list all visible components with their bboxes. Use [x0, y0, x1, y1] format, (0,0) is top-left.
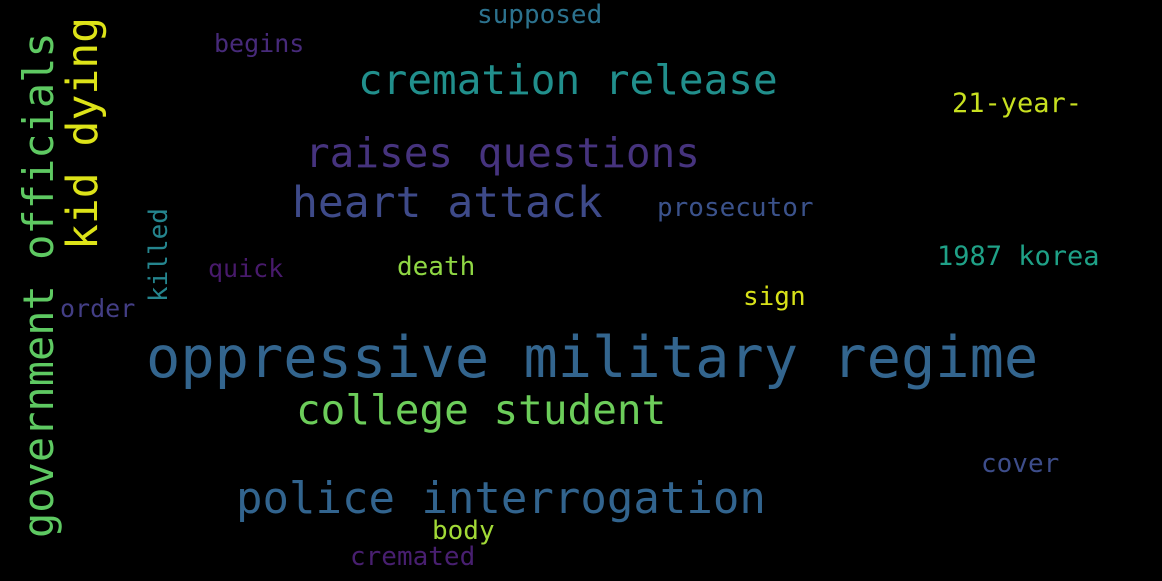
word-sign: sign	[743, 282, 806, 312]
word-police-interrogation: police interrogation	[236, 473, 766, 524]
word-cover: cover	[981, 449, 1060, 479]
word-raises-questions: raises questions	[305, 129, 700, 177]
word-government-officials: government officials	[14, 32, 63, 538]
word-college-student: college student	[296, 386, 667, 434]
word-kid-dying: kid dying	[58, 17, 108, 250]
word-oppressive-military-regime: oppressive military regime	[146, 325, 1039, 391]
word-supposed: supposed	[477, 0, 603, 30]
word-prosecutor: prosecutor	[657, 193, 814, 223]
word-21-year: 21-year-	[952, 88, 1083, 119]
word-death: death	[397, 252, 476, 282]
word-quick: quick	[208, 254, 284, 283]
word-begins: begins	[214, 29, 305, 58]
word-body: body	[432, 516, 495, 546]
word-killed: killed	[144, 208, 174, 302]
word-heart-attack: heart attack	[292, 178, 603, 228]
word-cremation-release: cremation release	[358, 56, 778, 104]
word-1987-korea: 1987 korea	[937, 241, 1100, 272]
word-cremated: cremated	[350, 542, 476, 572]
word-order: order	[60, 294, 136, 323]
